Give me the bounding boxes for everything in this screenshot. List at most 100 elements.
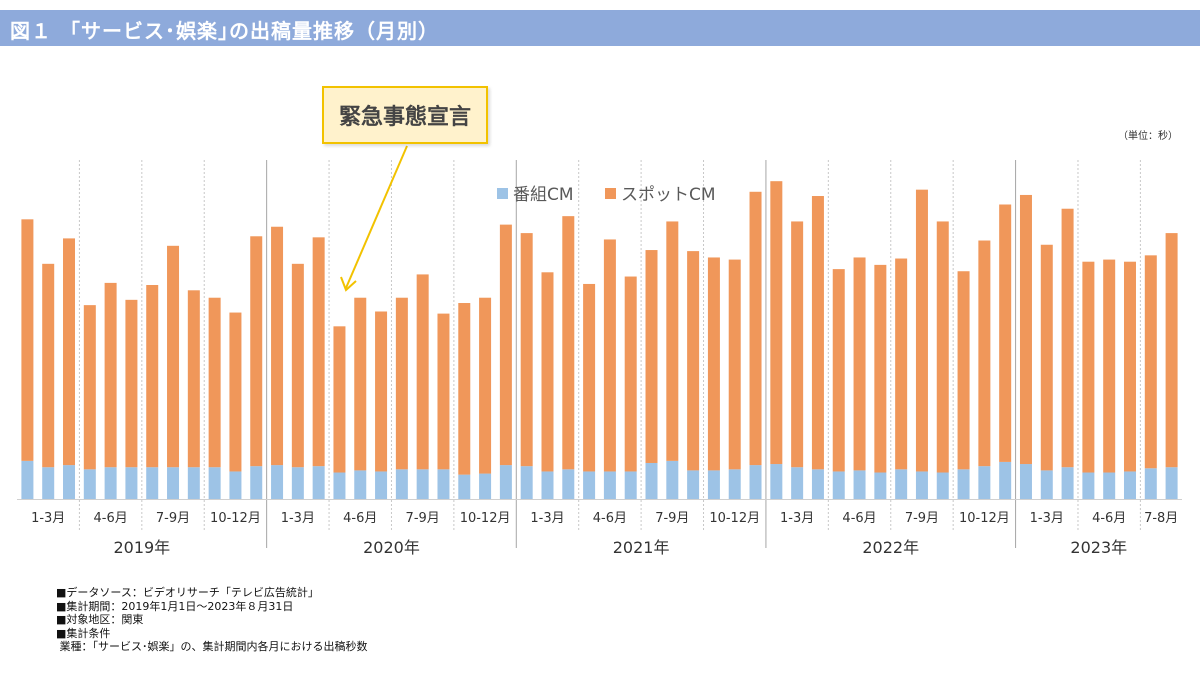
bar-program-cm: [125, 467, 138, 499]
year-label: 2022年: [862, 538, 919, 557]
quarter-label: 4-6月: [93, 511, 127, 526]
bar-program-cm: [666, 460, 679, 499]
title-banner: 図１ 「サービス･娯楽｣の出稿量推移（月別）: [0, 10, 1200, 46]
bar-spot-cm: [208, 297, 221, 468]
bar-spot-cm: [583, 283, 596, 472]
bar-spot-cm: [499, 224, 512, 466]
bar-spot-cm: [63, 238, 76, 466]
note-conditions-heading: ■集計条件: [56, 626, 111, 640]
bar-spot-cm: [1082, 261, 1095, 473]
bar-spot-cm: [125, 299, 138, 468]
bar-program-cm: [271, 465, 284, 499]
bar-spot-cm: [1019, 194, 1032, 465]
bar-program-cm: [687, 470, 700, 499]
bar-spot-cm: [562, 216, 575, 470]
bar-program-cm: [728, 469, 741, 499]
quarter-label: 1-3月: [780, 511, 814, 526]
legend-swatch-spot-cm: [605, 188, 616, 199]
bar-program-cm: [1103, 472, 1116, 499]
bar-program-cm: [395, 469, 408, 499]
bar-program-cm: [1123, 471, 1136, 499]
bar-program-cm: [437, 469, 450, 499]
callout-text: 緊急事態宣言: [338, 105, 471, 130]
bar-program-cm: [229, 471, 242, 499]
bar-program-cm: [1061, 467, 1074, 499]
year-label: 2021年: [613, 538, 670, 557]
year-label: 2023年: [1070, 538, 1127, 557]
bar-program-cm: [915, 471, 928, 499]
bar-spot-cm: [541, 272, 554, 472]
bar-program-cm: [624, 471, 637, 499]
bar-program-cm: [1144, 468, 1157, 499]
year-label: 2019年: [113, 538, 170, 557]
bar-spot-cm: [1165, 233, 1178, 468]
bar-program-cm: [583, 471, 596, 499]
bar-program-cm: [957, 469, 970, 499]
bar-program-cm: [375, 471, 388, 499]
quarter-label: 4-6月: [1092, 511, 1126, 526]
bar-spot-cm: [395, 297, 408, 470]
bar-program-cm: [770, 464, 783, 499]
quarter-label: 1-3月: [31, 511, 65, 526]
chart-notes: ■データソース：ビデオリサーチ「テレビ広告統計」 ■集計期間：2019年1月1日…: [56, 586, 368, 654]
bar-program-cm: [291, 467, 304, 499]
quarter-label: 4-6月: [593, 511, 627, 526]
legend-label-program-cm: 番組CM: [513, 185, 574, 205]
note-period: ■集計期間：2019年1月1日～2023年８月31日: [56, 599, 294, 613]
bar-program-cm: [853, 470, 866, 499]
bar-spot-cm: [687, 251, 700, 471]
quarter-label: 7-9月: [156, 511, 190, 526]
bar-spot-cm: [811, 196, 824, 470]
bar-program-cm: [333, 472, 346, 499]
unit-label: （単位：秒）: [1118, 131, 1178, 142]
bar-program-cm: [603, 471, 616, 499]
year-label: 2020年: [363, 538, 420, 557]
bar-spot-cm: [957, 271, 970, 470]
bar-program-cm: [791, 467, 804, 499]
bar-spot-cm: [250, 236, 263, 467]
bar-spot-cm: [1040, 244, 1053, 471]
bar-program-cm: [354, 470, 367, 499]
bar-spot-cm: [416, 274, 429, 470]
callout-arrow-line: [345, 145, 408, 289]
bar-spot-cm: [645, 250, 658, 463]
bar-program-cm: [187, 467, 200, 499]
note-source: ■データソース：ビデオリサーチ「テレビ広告統計」: [56, 586, 319, 599]
bar-spot-cm: [146, 285, 159, 468]
bar-program-cm: [42, 467, 55, 499]
chart-title: 図１ 「サービス･娯楽｣の出稿量推移（月別）: [10, 19, 439, 43]
bar-spot-cm: [1144, 255, 1157, 469]
quarter-label: 10-12月: [460, 511, 511, 526]
note-conditions: 業種：「サービス･娯楽」の、集計期間内各月における出稿秒数: [56, 640, 368, 653]
bar-program-cm: [707, 470, 720, 499]
bar-program-cm: [874, 472, 887, 499]
bar-program-cm: [999, 461, 1012, 499]
bar-spot-cm: [104, 282, 117, 468]
quarter-label: 7-9月: [905, 511, 939, 526]
bar-program-cm: [832, 471, 845, 499]
bar-program-cm: [562, 469, 575, 499]
bar-program-cm: [250, 466, 263, 499]
bar-program-cm: [416, 469, 429, 499]
bar-program-cm: [541, 471, 554, 499]
bar-program-cm: [83, 469, 96, 499]
bar-spot-cm: [229, 312, 242, 472]
bar-program-cm: [645, 462, 658, 499]
bar-spot-cm: [915, 189, 928, 472]
bar-program-cm: [104, 467, 117, 499]
bar-spot-cm: [291, 263, 304, 468]
bar-program-cm: [1082, 472, 1095, 499]
bar-spot-cm: [832, 269, 845, 472]
quarter-label: 10-12月: [210, 511, 261, 526]
bar-program-cm: [811, 469, 824, 499]
quarter-label: 7-9月: [655, 511, 689, 526]
note-region: ■対象地区：関東: [56, 613, 144, 626]
bar-spot-cm: [479, 297, 492, 474]
bar-program-cm: [749, 465, 762, 499]
bar-spot-cm: [603, 239, 616, 472]
quarter-label: 4-6月: [842, 511, 876, 526]
bar-spot-cm: [749, 191, 762, 466]
bar-spot-cm: [770, 181, 783, 465]
bar-spot-cm: [42, 263, 55, 468]
quarter-label: 10-12月: [959, 511, 1010, 526]
